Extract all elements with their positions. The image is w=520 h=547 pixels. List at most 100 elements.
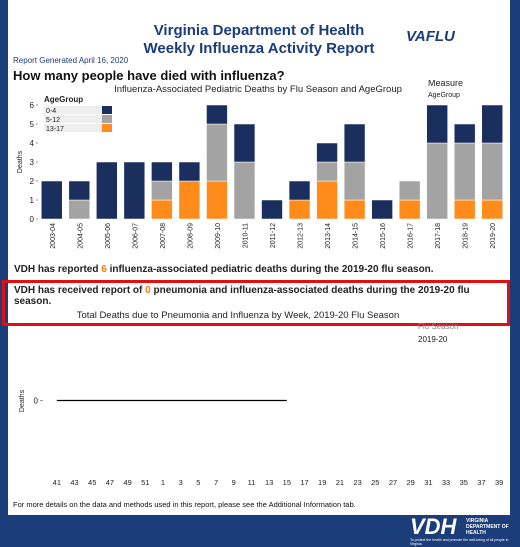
- legend-label: 13-17: [46, 126, 64, 133]
- x-tick-label: 2018-19: [463, 223, 470, 249]
- title-1: Virginia Department of Health: [153, 22, 365, 39]
- x-tick-label: 2003-04: [50, 223, 57, 249]
- bar-segment: [233, 161, 256, 220]
- number: 0: [145, 285, 151, 296]
- x-tick-label: 41: [53, 478, 61, 487]
- question: How many people have died with influenza…: [13, 68, 285, 83]
- bar-segment: [206, 123, 228, 182]
- x-tick-label: 7: [214, 478, 218, 487]
- y-tick-label: 1: [30, 196, 35, 205]
- x-tick-label: 43: [70, 478, 78, 487]
- y-tick-label: 6: [30, 101, 35, 110]
- bar-segment: [151, 180, 173, 201]
- bar-segment: [371, 199, 393, 220]
- x-tick-label: 25: [371, 478, 379, 487]
- bar-segment: [151, 199, 173, 220]
- legend-key: [44, 106, 102, 114]
- x-tick-label: 2010-11: [242, 223, 249, 248]
- bar-segment: [288, 180, 311, 201]
- side-label: Measure: [428, 80, 463, 88]
- x-tick-label: 2005-06: [105, 223, 112, 249]
- x-tick-label: 15: [283, 478, 291, 487]
- x-tick-label: 2009-10: [215, 223, 222, 249]
- footer-note: For more details on the data and methods…: [13, 500, 356, 509]
- x-tick-label: 11: [248, 478, 256, 487]
- chart-2: Total Deaths due to Pneumonia and Influe…: [19, 310, 503, 487]
- x-tick-label: 35: [460, 478, 468, 487]
- bar-segment: [453, 123, 476, 144]
- legend-swatch: [102, 115, 112, 123]
- bar-segment: [316, 142, 338, 163]
- bar-segment: [123, 161, 146, 220]
- bar-segment: [453, 142, 476, 201]
- x-tick-label: 39: [495, 478, 503, 487]
- bar-segment: [233, 123, 256, 163]
- x-tick-label: 13: [265, 478, 273, 487]
- bar-segment: [68, 199, 91, 220]
- text: VDH has reported: [14, 264, 102, 275]
- x-tick-label: 23: [353, 478, 361, 487]
- legend-label: 2019-20: [418, 335, 448, 344]
- vdh-logo: VDH: [410, 514, 457, 539]
- legend-title: AgeGroup: [44, 95, 83, 104]
- x-tick-label: 2017-18: [435, 223, 442, 249]
- logo: VAFLU: [406, 28, 455, 45]
- report-date: Report Generated April 16, 2020: [13, 56, 129, 65]
- x-tick-label: 2008-09: [187, 223, 194, 249]
- bar-segment: [316, 161, 338, 182]
- side-sublabel: AgeGroup: [428, 92, 460, 99]
- bar-segment: [96, 161, 118, 220]
- x-tick-label: 2019-20: [490, 223, 497, 249]
- x-tick-label: 5: [196, 478, 200, 487]
- x-tick-label: 2004-05: [77, 223, 84, 249]
- legend-label: 5-12: [46, 117, 60, 124]
- text: VDH has received report of: [14, 285, 146, 296]
- x-tick-label: 2012-13: [298, 223, 305, 249]
- bar-segment: [178, 180, 201, 220]
- highlight-box: [2, 280, 510, 326]
- x-tick-label: 49: [123, 478, 131, 487]
- x-tick-label: 2006-07: [132, 223, 139, 249]
- x-tick-label: 33: [442, 478, 450, 487]
- x-tick-label: 2014-15: [353, 223, 360, 249]
- x-tick-label: 45: [88, 478, 96, 487]
- x-tick-label: 9: [232, 478, 236, 487]
- bar-segment: [178, 161, 201, 182]
- x-tick-label: 29: [407, 478, 415, 487]
- y-tick-label: 0: [34, 397, 39, 406]
- statement-2: VDH has received report of 0 pneumonia a…: [14, 285, 494, 307]
- title-2: Weekly Influenza Activity Report: [143, 40, 375, 57]
- x-tick-label: 2016-17: [408, 223, 415, 249]
- text: influenza-associated pediatric deaths du…: [106, 264, 434, 275]
- bar-segment: [68, 180, 91, 201]
- bar-segment: [288, 199, 311, 220]
- legend-swatch: [102, 124, 112, 132]
- bar-segment: [206, 180, 228, 220]
- y-tick-label: 2: [30, 177, 35, 186]
- dept: VIRGINIA DEPARTMENT OF HEALTH: [466, 518, 509, 536]
- bar-segment: [261, 199, 283, 220]
- y-label: Deaths: [17, 150, 24, 173]
- y-label: Deaths: [19, 389, 26, 412]
- legend-title: Flu Season: [418, 322, 458, 331]
- x-tick-label: 27: [389, 478, 397, 487]
- report: Virginia Department of Health Weekly Inf…: [2, 0, 510, 515]
- text: pneumonia and influenza-associated death…: [14, 285, 470, 307]
- number: 6: [101, 264, 107, 275]
- legend-label: 0-4: [46, 108, 56, 115]
- bar-segment: [426, 142, 448, 220]
- bar-segment: [343, 123, 366, 163]
- bar-segment: [316, 180, 338, 220]
- x-tick-label: 2011-12: [270, 223, 277, 248]
- chart-1: Influenza-Associated Pediatric Deaths by…: [17, 80, 503, 249]
- x-tick-label: 1: [161, 478, 165, 487]
- bar-segment: [343, 199, 366, 220]
- legend-key: [44, 115, 102, 123]
- chart-title: Total Deaths due to Pneumonia and Influe…: [77, 310, 400, 321]
- bar-segment: [481, 142, 503, 201]
- chart-title: Influenza-Associated Pediatric Deaths by…: [114, 84, 402, 95]
- x-tick-label: 37: [477, 478, 485, 487]
- x-tick-label: 2013-14: [325, 223, 332, 249]
- x-tick-label: 3: [179, 478, 183, 487]
